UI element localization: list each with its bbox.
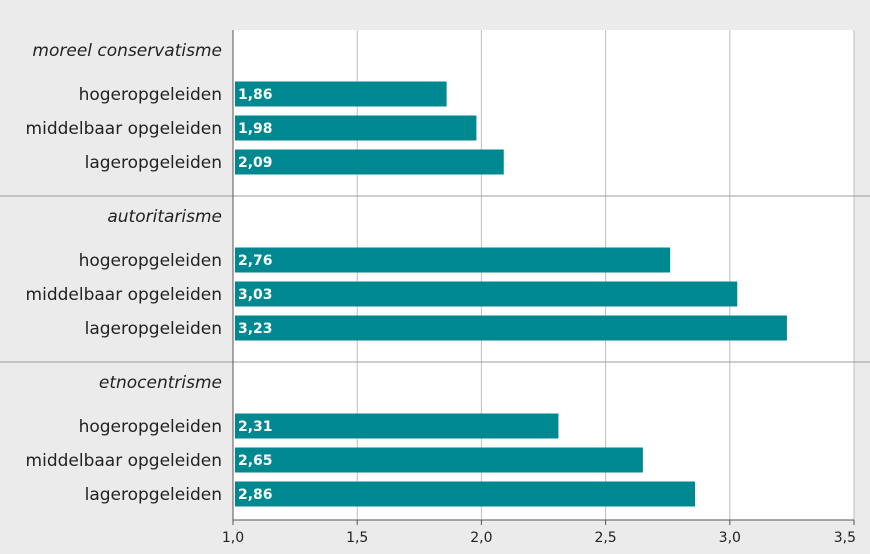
group-title: etnocentrisme	[99, 373, 222, 393]
bar	[235, 81, 447, 107]
bar	[235, 447, 643, 473]
group-title: moreel conservatisme	[32, 41, 222, 61]
bar-value-label: 2,31	[238, 419, 273, 435]
x-tick-label: 2,0	[470, 530, 492, 546]
bar	[235, 115, 477, 141]
bar	[235, 149, 504, 175]
group-title: autoritarisme	[107, 207, 222, 227]
bar-value-label: 2,65	[238, 453, 273, 469]
category-label: lageropgeleiden	[85, 319, 222, 339]
bar-value-label: 3,23	[238, 321, 273, 337]
category-label: lageropgeleiden	[85, 153, 222, 173]
x-tick-label: 2,5	[594, 530, 616, 546]
category-label: hogeropgeleiden	[79, 85, 222, 105]
bar	[235, 315, 787, 341]
bar	[235, 413, 559, 439]
bar-value-label: 1,86	[238, 87, 273, 103]
category-label: middelbaar opgeleiden	[26, 285, 222, 305]
group-separators	[0, 195, 870, 363]
bar-value-label: 2,09	[238, 155, 273, 171]
bar-value-label: 2,86	[238, 487, 273, 503]
category-label: hogeropgeleiden	[79, 251, 222, 271]
category-label: hogeropgeleiden	[79, 417, 222, 437]
category-labels: moreel conservatisme hogeropgeleiden midde…	[26, 41, 222, 505]
bars: 1,86 1,98 2,09 2,76 3,03 3,23 2,31 2,65 2,86	[235, 81, 787, 507]
bar	[235, 481, 696, 507]
bar-value-label: 1,98	[238, 121, 273, 137]
bar-value-label: 3,03	[238, 287, 273, 303]
x-tick-label: 3,5	[834, 530, 856, 546]
x-axis: 1,0 1,5 2,0 2,5 3,0 3,5	[222, 30, 856, 546]
x-tick-label: 3,0	[719, 530, 741, 546]
x-tick-label: 1,5	[346, 530, 368, 546]
bar	[235, 281, 738, 307]
bar	[235, 247, 671, 273]
x-tick-label: 1,0	[222, 530, 244, 546]
category-label: middelbaar opgeleiden	[26, 451, 222, 471]
bar-value-label: 2,76	[238, 253, 273, 269]
category-label: middelbaar opgeleiden	[26, 119, 222, 139]
category-label: lageropgeleiden	[85, 485, 222, 505]
